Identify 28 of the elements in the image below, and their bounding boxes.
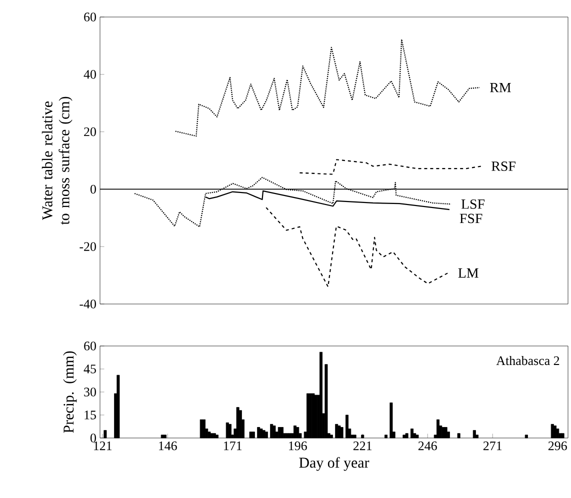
x-tick-label: 271 bbox=[483, 442, 502, 450]
series-label: RM bbox=[490, 83, 511, 92]
y-tick-label: 20 bbox=[84, 127, 96, 136]
y-tick-label: 45 bbox=[84, 364, 96, 374]
x-tick-label: 196 bbox=[289, 442, 307, 450]
y-tick-label: -40 bbox=[80, 300, 96, 308]
y-tick-label: 60 bbox=[84, 12, 96, 22]
annotation: Athabasca 2 bbox=[496, 356, 560, 366]
series-label: RSF bbox=[492, 162, 516, 171]
series-label: LSF bbox=[461, 199, 485, 209]
x-tick-label: 121 bbox=[94, 442, 112, 450]
y-tick-label: 0 bbox=[90, 434, 96, 442]
x-tick-label: 221 bbox=[353, 442, 372, 450]
y-tick-label: 30 bbox=[84, 388, 96, 396]
x-axis-title: Day of year bbox=[299, 457, 370, 471]
x-tick-label: 246 bbox=[418, 442, 437, 450]
x-tick-label: 296 bbox=[548, 442, 567, 450]
y-axis-title: Water table relative to moss surface (cm) bbox=[42, 96, 72, 225]
y-tick-label: 0 bbox=[90, 184, 96, 194]
y-axis-title: Precip. (mm) bbox=[63, 351, 77, 433]
y-tick-label: 60 bbox=[84, 342, 96, 350]
x-tick-label: 146 bbox=[159, 442, 177, 450]
series-label: FSF bbox=[460, 214, 482, 224]
y-tick-label: 40 bbox=[84, 70, 96, 79]
x-tick-label: 171 bbox=[224, 442, 242, 450]
series-label: LM bbox=[458, 268, 478, 278]
y-tick-label: -20 bbox=[80, 242, 96, 251]
y-tick-label: 15 bbox=[84, 410, 96, 420]
